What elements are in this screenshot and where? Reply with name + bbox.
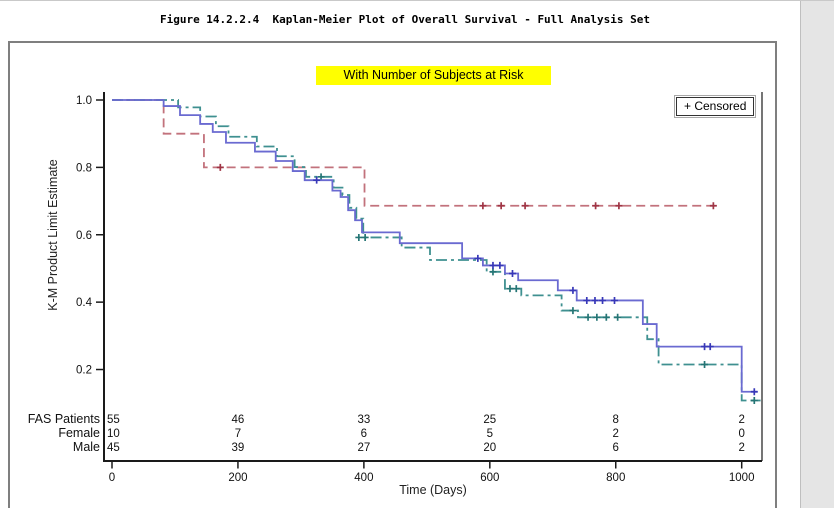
y-tick-label: 1.0	[76, 95, 92, 107]
censor-mark	[496, 261, 504, 269]
censor-mark	[614, 313, 622, 321]
at-risk-value: 6	[613, 442, 619, 454]
at-risk-value: 7	[235, 428, 241, 440]
x-axis-title: Time (Days)	[399, 483, 467, 497]
censored-legend-label: + Censored	[684, 99, 747, 113]
censored-legend: + Censored	[673, 95, 757, 118]
censor-mark	[216, 163, 224, 171]
axes: 1.00.80.60.40.20 200 400 600 800 1000	[76, 92, 763, 484]
x-tick-label: 200	[228, 472, 247, 484]
curve-male	[112, 99, 761, 402]
censor-mark	[506, 285, 514, 293]
at-risk-value: 8	[613, 414, 619, 426]
censor-mark	[512, 285, 520, 293]
x-tick-label: 1000	[729, 472, 755, 484]
censor-mark	[569, 307, 577, 315]
at-risk-value: 27	[357, 442, 370, 454]
at-risk-value: 5	[487, 428, 493, 440]
censor-mark	[474, 254, 482, 262]
y-tick-label: 0.6	[76, 230, 92, 242]
at-risk-row-label: FAS Patients	[28, 412, 100, 426]
y-tick-label: 0.8	[76, 162, 92, 174]
curve-fas-patients	[112, 99, 758, 393]
censor-mark	[355, 233, 363, 241]
censor-mark	[593, 313, 601, 321]
censor-mark	[615, 202, 623, 210]
chart-subtitle-highlight: With Number of Subjects at Risk	[315, 66, 552, 85]
chart-frame	[8, 41, 777, 508]
at-risk-value: 25	[483, 414, 496, 426]
at-risk-row-label: Female	[58, 426, 100, 440]
at-risk-value: 33	[357, 414, 370, 426]
at-risk-value: 46	[232, 414, 245, 426]
censor-mark	[497, 202, 505, 210]
censor-mark	[583, 296, 591, 304]
x-tick-label: 600	[480, 472, 499, 484]
censor-mark	[701, 360, 709, 368]
at-risk-value: 2	[738, 442, 744, 454]
at-risk-value: 20	[483, 442, 496, 454]
figure-title: Figure 14.2.2.4 Kaplan-Meier Plot of Ove…	[159, 13, 651, 26]
censor-mark	[489, 268, 497, 276]
censor-mark	[592, 202, 600, 210]
censor-mark	[313, 176, 321, 184]
at-risk-value: 10	[107, 428, 120, 440]
at-risk-value: 2	[613, 428, 619, 440]
censor-mark	[317, 173, 325, 181]
y-tick-label: 0.2	[76, 365, 92, 377]
x-tick-label: 800	[606, 472, 625, 484]
at-risk-value: 2	[738, 414, 744, 426]
censor-mark	[611, 296, 619, 304]
chart-subtitle-row: With Number of Subjects at Risk	[105, 66, 762, 85]
censor-mark	[479, 202, 487, 210]
censor-mark	[508, 270, 516, 278]
censor-mark	[521, 202, 529, 210]
censor-mark	[602, 313, 610, 321]
censor-mark	[706, 343, 714, 351]
at-risk-value: 39	[232, 442, 245, 454]
censor-mark	[361, 233, 369, 241]
survival-curves	[112, 99, 761, 405]
y-tick-label: 0.4	[76, 297, 93, 309]
curve-female	[112, 99, 716, 207]
censor-mark	[750, 388, 758, 396]
x-tick-label: 400	[354, 472, 373, 484]
y-axis-title: K-M Product Limit Estimate	[46, 159, 60, 310]
at-risk-row-label: Male	[73, 440, 100, 454]
censor-mark	[709, 202, 717, 210]
at-risk-value: 45	[107, 442, 120, 454]
window-top-edge	[0, 0, 834, 1]
censor-mark	[750, 397, 758, 405]
x-tick-label: 0	[109, 472, 115, 484]
censor-mark	[569, 286, 577, 294]
at-risk-value: 55	[107, 414, 120, 426]
censor-mark	[489, 261, 497, 269]
at-risk-value: 6	[361, 428, 367, 440]
censor-mark	[591, 296, 599, 304]
right-gutter	[800, 1, 834, 508]
censor-mark	[599, 296, 607, 304]
censor-mark	[584, 313, 592, 321]
at-risk-value: 0	[738, 428, 744, 440]
